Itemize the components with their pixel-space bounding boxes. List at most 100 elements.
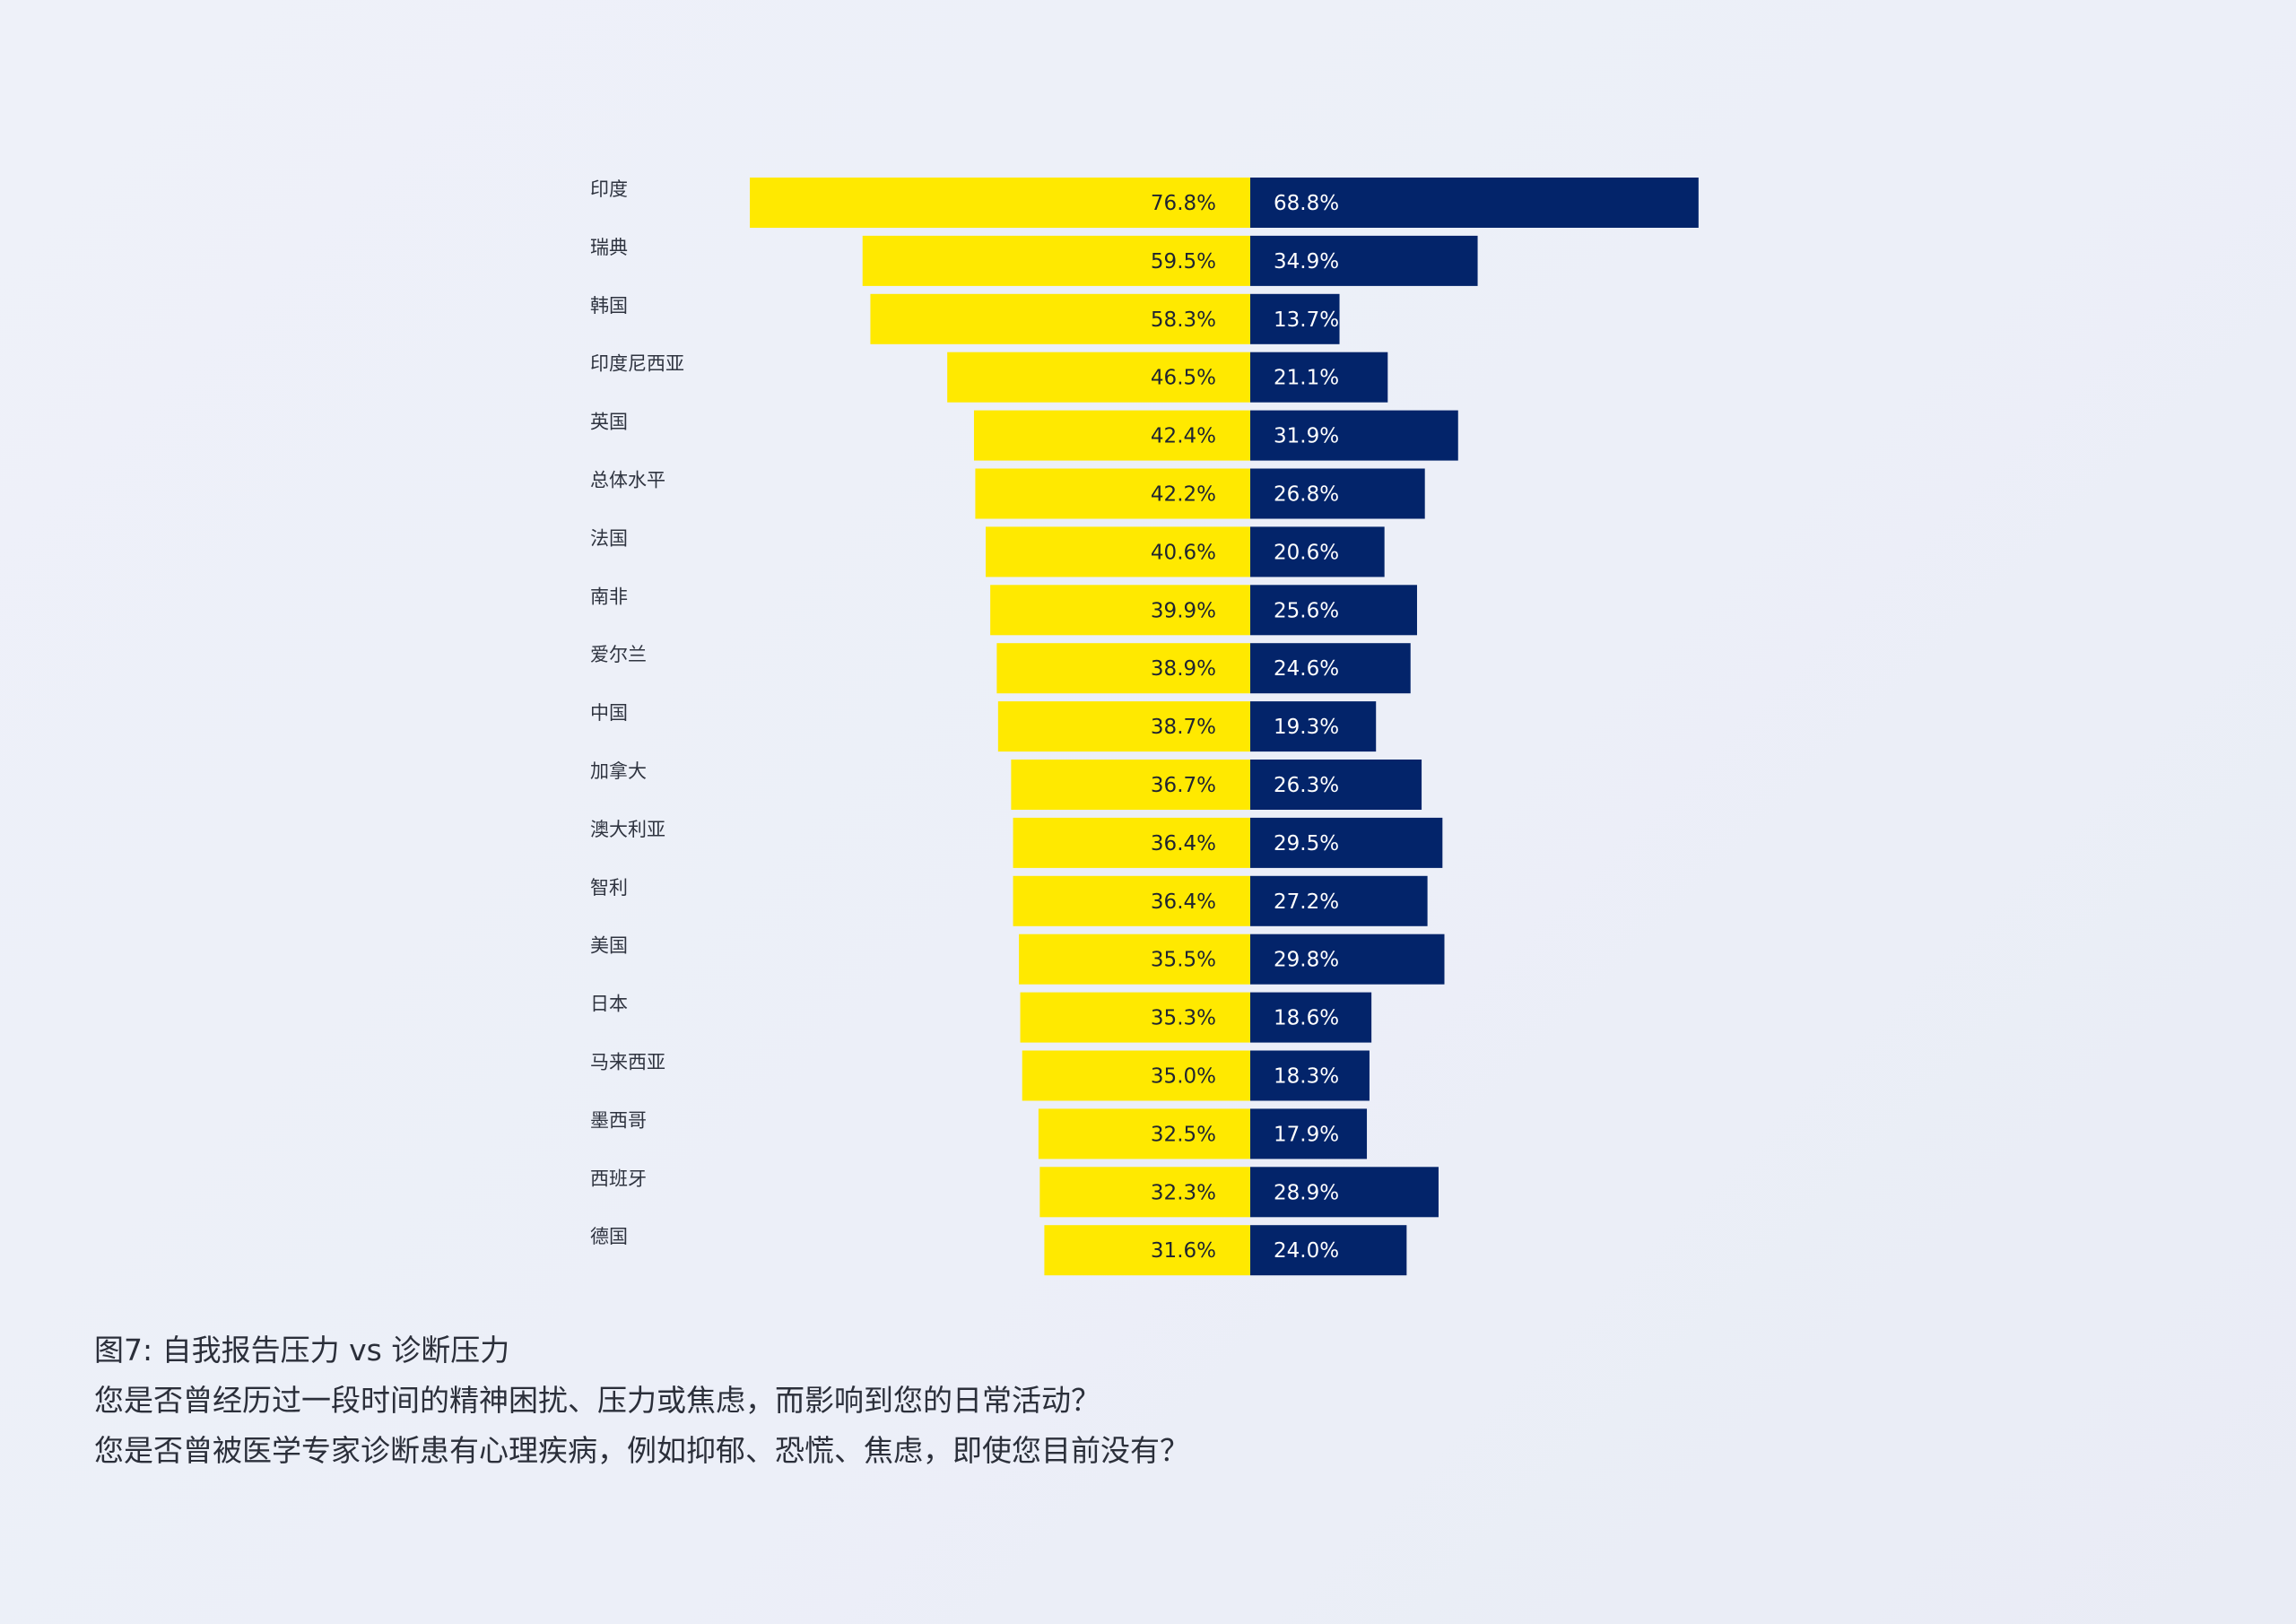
self-reported-bar — [1013, 817, 1250, 868]
diagnosed-bar — [1250, 817, 1443, 868]
diagnosed-bar — [1250, 1225, 1407, 1276]
diagnosed-value-label: 31.9% — [1274, 425, 1339, 448]
self-reported-value-label: 36.4% — [1151, 832, 1216, 855]
category-label: 印度 — [590, 178, 628, 200]
figure-caption: 图7: 自我报告压力 vs 诊断压力 您是否曾经历过一段时间的精神困扰、压力或焦… — [94, 1325, 1529, 1476]
self-reported-bar — [997, 701, 1250, 752]
caption-title: 图7: 自我报告压力 vs 诊断压力 — [94, 1333, 510, 1368]
diagnosed-bar — [1250, 992, 1372, 1043]
self-reported-bar — [1013, 875, 1250, 926]
self-reported-value-label: 32.5% — [1151, 1123, 1216, 1146]
self-reported-value-label: 35.0% — [1151, 1065, 1216, 1089]
diagnosed-bar — [1250, 468, 1425, 519]
diagnosed-bar — [1250, 643, 1411, 694]
self-reported-bar — [870, 293, 1250, 344]
self-reported-bar — [996, 643, 1250, 694]
diagnosed-value-label: 17.9% — [1274, 1123, 1339, 1146]
self-reported-bar — [862, 235, 1250, 286]
self-reported-bar — [1038, 1108, 1250, 1159]
diagnosed-bar — [1250, 235, 1478, 286]
self-reported-bar — [1020, 992, 1250, 1043]
diagnosed-value-label: 26.3% — [1274, 774, 1339, 797]
self-reported-bar — [1019, 934, 1250, 985]
diagnosed-value-label: 34.9% — [1274, 250, 1339, 274]
self-reported-value-label: 39.9% — [1151, 599, 1216, 622]
diagnosed-series: 68.8% 34.9% 13.7% 21.1% 31.9% 26.8% 20.6% 25.6%… — [1250, 178, 1699, 1276]
diagnosed-value-label: 18.3% — [1274, 1065, 1339, 1089]
category-label: 总体水平 — [590, 470, 665, 491]
self-reported-value-label: 32.3% — [1151, 1181, 1216, 1204]
self-reported-bar — [1011, 760, 1250, 810]
self-reported-value-label: 58.3% — [1151, 308, 1216, 332]
diagnosed-bar — [1250, 352, 1388, 403]
diagnosed-value-label: 21.1% — [1274, 367, 1339, 390]
diagnosed-value-label: 27.2% — [1274, 890, 1339, 914]
category-label: 南非 — [590, 586, 628, 607]
category-labels: 印度瑞典韩国印度尼西亚英国总体水平法国南非爱尔兰中国加拿大澳大利亚智利美国日本马… — [590, 178, 684, 1247]
diagnosed-bar — [1250, 934, 1445, 985]
diagnosed-value-label: 24.6% — [1274, 657, 1339, 681]
category-label: 德国 — [590, 1226, 628, 1247]
diagnosed-value-label: 13.7% — [1274, 308, 1339, 332]
self-reported-value-label: 40.6% — [1151, 541, 1216, 564]
diagnosed-value-label: 29.8% — [1274, 949, 1339, 972]
self-reported-bar — [990, 585, 1250, 636]
self-reported-value-label: 36.4% — [1151, 890, 1216, 914]
category-label: 马来西亚 — [590, 1052, 665, 1073]
self-reported-value-label: 42.2% — [1151, 483, 1216, 507]
self-reported-value-label: 46.5% — [1151, 367, 1216, 390]
diagnosed-bar — [1250, 526, 1385, 578]
self-reported-value-label: 36.7% — [1151, 774, 1216, 797]
diagnosed-value-label: 26.8% — [1274, 483, 1339, 507]
self-reported-bar — [947, 352, 1250, 403]
self-reported-bar — [1039, 1167, 1250, 1218]
self-reported-value-label: 35.5% — [1151, 949, 1216, 972]
diagnosed-bar — [1250, 760, 1422, 810]
self-reported-series: 76.8% 59.5% 58.3% 46.5% 42.4% 42.2% 40.6% 39.9%… — [750, 178, 1250, 1276]
category-label: 印度尼西亚 — [590, 353, 684, 375]
diagnosed-value-label: 20.6% — [1274, 541, 1339, 564]
diagnosed-bar — [1250, 585, 1417, 636]
category-label: 中国 — [590, 702, 628, 724]
self-reported-value-label: 59.5% — [1151, 250, 1216, 274]
diagnosed-bar — [1250, 293, 1340, 344]
self-reported-bar — [750, 178, 1250, 228]
caption-question-2: 您是否曾被医学专家诊断患有心理疾病，例如抑郁、恐慌、焦虑，即使您目前没有？ — [94, 1433, 1189, 1468]
diagnosed-value-label: 68.8% — [1274, 192, 1339, 215]
self-reported-value-label: 38.7% — [1151, 716, 1216, 739]
self-reported-bar — [986, 526, 1250, 578]
category-label: 日本 — [590, 994, 628, 1015]
category-label: 法国 — [590, 527, 628, 549]
category-label: 智利 — [590, 877, 628, 899]
self-reported-bar — [1022, 1050, 1250, 1101]
diagnosed-bar — [1250, 875, 1428, 926]
diagnosed-value-label: 19.3% — [1274, 716, 1339, 739]
category-label: 西班牙 — [590, 1168, 647, 1189]
category-label: 韩国 — [590, 295, 628, 317]
diagnosed-bar — [1250, 178, 1699, 228]
category-label: 瑞典 — [590, 237, 628, 258]
self-reported-bar — [973, 410, 1250, 461]
self-reported-value-label: 42.4% — [1151, 425, 1216, 448]
diverging-bar-chart: 印度瑞典韩国印度尼西亚英国总体水平法国南非爱尔兰中国加拿大澳大利亚智利美国日本马… — [590, 178, 1699, 1276]
self-reported-value-label: 35.3% — [1151, 1007, 1216, 1030]
category-label: 加拿大 — [590, 760, 647, 782]
self-reported-value-label: 76.8% — [1151, 192, 1216, 215]
self-reported-bar — [975, 468, 1250, 519]
diagnosed-value-label: 18.6% — [1274, 1007, 1339, 1030]
diagnosed-bar — [1250, 1167, 1439, 1218]
diagnosed-bar — [1250, 701, 1377, 752]
diagnosed-value-label: 25.6% — [1274, 599, 1339, 622]
caption-question-1: 您是否曾经历过一段时间的精神困扰、压力或焦虑，而影响到您的日常活动？ — [94, 1383, 1100, 1418]
category-label: 澳大利亚 — [590, 819, 665, 840]
self-reported-value-label: 38.9% — [1151, 657, 1216, 681]
category-label: 英国 — [590, 412, 628, 433]
self-reported-value-label: 31.6% — [1151, 1239, 1216, 1263]
diagnosed-value-label: 29.5% — [1274, 832, 1339, 855]
category-label: 爱尔兰 — [590, 644, 647, 665]
diagnosed-bar — [1250, 1050, 1370, 1101]
self-reported-bar — [1044, 1225, 1250, 1276]
diagnosed-value-label: 24.0% — [1274, 1239, 1339, 1263]
category-label: 美国 — [590, 935, 628, 957]
diagnosed-bar — [1250, 410, 1458, 461]
